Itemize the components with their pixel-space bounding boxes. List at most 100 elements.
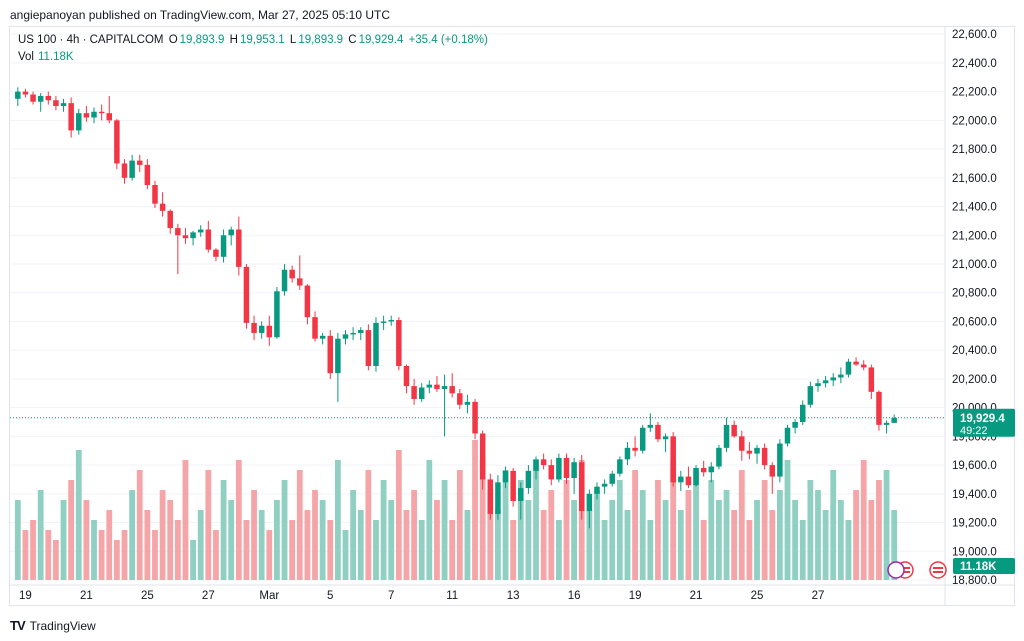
symbol-label[interactable]: US 100 · 4h · CAPITALCOM	[18, 34, 164, 46]
candle-body	[662, 436, 669, 440]
volume-bar	[365, 470, 372, 580]
volume-bar	[373, 520, 379, 580]
volume-bar	[746, 520, 753, 580]
flag-stripe-icon	[900, 567, 910, 569]
volume-bar	[411, 490, 417, 580]
y-tick-label: 20,800.0	[952, 288, 997, 300]
candle-body	[678, 476, 684, 483]
open-label: O	[168, 34, 178, 46]
candle-body	[30, 94, 36, 102]
volume-bar	[502, 470, 509, 580]
y-tick-label: 21,000.0	[952, 259, 997, 271]
candle-body	[418, 387, 425, 400]
candle-body	[822, 380, 829, 384]
volume-bar	[685, 490, 692, 580]
candle-body	[655, 424, 661, 440]
candle-body	[251, 322, 257, 333]
candle-body	[37, 95, 44, 102]
candle-body	[182, 235, 189, 239]
volume-bar	[327, 520, 334, 580]
high-value: 19,953.1	[239, 34, 285, 46]
candle-body	[319, 335, 326, 339]
y-tick-label: 18,800.0	[952, 575, 997, 587]
y-tick-label: 19,600.0	[952, 460, 997, 472]
volume-bar	[571, 500, 578, 580]
volume-legend: Vol 11.18K	[18, 51, 74, 63]
candle-body	[106, 113, 113, 121]
candle-body	[731, 424, 737, 437]
volume-bar	[601, 520, 608, 580]
volume-bar	[837, 500, 844, 580]
candle-body	[571, 462, 577, 479]
volume-bar	[182, 460, 189, 580]
volume-tag-value: 11.18K	[960, 561, 997, 573]
flag-stripe-icon	[933, 571, 943, 573]
x-tick-label: 27	[812, 590, 825, 602]
volume-bar	[235, 460, 242, 580]
candle-body	[129, 160, 135, 178]
candle-body	[22, 91, 29, 95]
volume-bar	[891, 510, 898, 580]
volume-bar	[334, 460, 341, 580]
x-tick-label: 19	[629, 590, 642, 602]
candle-body	[693, 467, 699, 486]
volume-bar	[708, 480, 715, 580]
candle-body	[83, 113, 90, 118]
ohlc-legend: US 100 · 4h · CAPITALCOM O 19,893.9 H 19,9…	[18, 34, 490, 46]
candle-body	[670, 436, 676, 483]
candle-body	[464, 401, 471, 405]
candle-body	[380, 321, 387, 323]
volume-bar	[197, 510, 204, 580]
footer-brand: TradingView	[29, 618, 96, 633]
candle-body	[373, 322, 379, 366]
volume-bar	[731, 510, 738, 580]
candle-body	[144, 164, 151, 185]
volume-bar	[517, 480, 524, 580]
volume-bar	[662, 500, 669, 580]
candle-body	[578, 462, 585, 512]
volume-bar	[693, 470, 699, 580]
tradingview-logo-icon: TV	[10, 618, 26, 633]
volume-bar	[106, 510, 113, 580]
candle-body	[114, 120, 120, 164]
volume-bar	[487, 490, 494, 580]
volume-bar	[876, 480, 882, 580]
volume-bar	[868, 500, 875, 580]
volume-bar	[113, 540, 120, 580]
candle-body	[815, 383, 821, 387]
candle-body	[883, 422, 890, 425]
y-tick-label: 19,200.0	[952, 518, 997, 530]
y-tick-label: 22,200.0	[952, 87, 997, 99]
x-tick-label: 5	[327, 590, 333, 602]
volume-bar	[540, 510, 547, 580]
volume-bar	[395, 450, 402, 580]
candle-body	[716, 447, 722, 467]
volume-label[interactable]: Vol	[18, 51, 34, 63]
volume-bar	[159, 490, 166, 580]
candle-body	[426, 384, 433, 388]
volume-bar	[22, 530, 29, 580]
candle-body	[167, 210, 173, 229]
volume-bar	[609, 500, 616, 580]
volume-bar	[350, 490, 357, 580]
volume-bar	[853, 490, 859, 580]
candle-body	[190, 232, 196, 239]
candle-body	[266, 325, 273, 338]
volume-bar	[860, 460, 867, 580]
candle-body	[289, 269, 295, 279]
volume-bar	[784, 460, 791, 580]
volume-bar	[700, 520, 707, 580]
candle-body	[594, 486, 600, 494]
volume-bar	[555, 520, 562, 580]
candle-body	[449, 386, 455, 394]
candle-body	[220, 235, 227, 257]
candle-body	[647, 424, 654, 428]
price-tag-bg	[953, 408, 1015, 437]
volume-bar	[243, 520, 250, 580]
candle-body	[723, 424, 730, 448]
x-tick-label: 13	[507, 590, 520, 602]
candle-body	[495, 482, 501, 514]
candle-body	[121, 163, 128, 178]
close-value: 19,929.4	[358, 34, 404, 46]
